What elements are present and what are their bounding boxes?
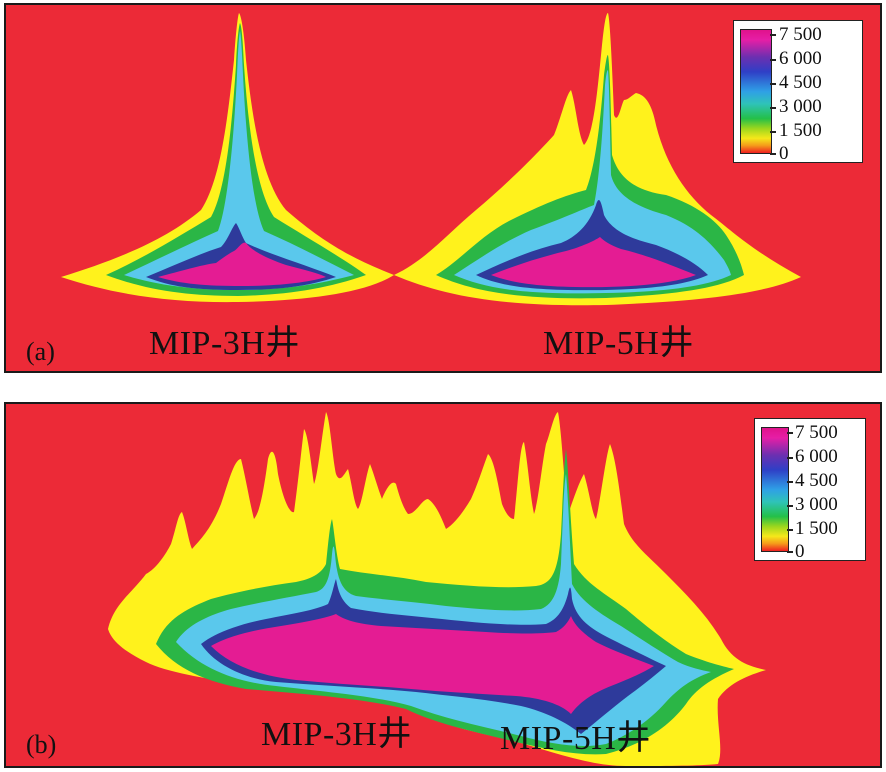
legend-tick [770, 83, 776, 85]
contour-4500-right [454, 70, 731, 294]
contour-7500-left [158, 242, 326, 286]
well-label-mip5h-a: MIP-5H井 [543, 325, 694, 362]
panel-b: 7 500 6 000 4 500 3 000 1 500 0 (b) MIP-… [4, 402, 882, 768]
legend-value: 3 000 [779, 96, 822, 117]
well-label-mip5h-b: MIP-5H井 [500, 720, 651, 757]
contour-group-merged-b [108, 412, 766, 766]
panel-label-a: (a) [26, 337, 55, 366]
contour-7500-merged [211, 614, 654, 714]
legend-tick [787, 432, 793, 434]
contour-7500-right [491, 237, 696, 288]
legend-value: 6 000 [795, 446, 838, 467]
legend-tick [770, 34, 776, 36]
legend-a: 7 500 6 000 4 500 3 000 1 500 0 [733, 20, 863, 163]
legend-value: 7 500 [795, 422, 838, 443]
legend-value: 3 000 [795, 494, 838, 515]
legend-value: 0 [795, 541, 805, 562]
legend-value: 4 500 [795, 470, 838, 491]
legend-value: 1 500 [795, 518, 838, 539]
contour-group-left-a [61, 13, 394, 303]
well-label-mip3h-a: MIP-3H井 [149, 325, 300, 362]
legend-value: 1 500 [779, 120, 822, 141]
contour-map-b [6, 404, 880, 766]
legend-tick [770, 107, 776, 109]
legend-tick [770, 59, 776, 61]
well-label-mip3h-b: MIP-3H井 [261, 716, 412, 753]
legend-value: 6 000 [779, 48, 822, 69]
legend-colorbar [740, 29, 772, 154]
legend-tick [787, 505, 793, 507]
legend-value: 0 [779, 143, 789, 164]
panel-label-b: (b) [26, 730, 57, 759]
legend-colorbar [761, 427, 789, 552]
panel-a: 7 500 6 000 4 500 3 000 1 500 0 (a) MIP-… [4, 3, 882, 373]
legend-value: 4 500 [779, 72, 822, 93]
contour-4500-left [124, 31, 354, 290]
legend-tick [787, 481, 793, 483]
legend-tick [770, 131, 776, 133]
legend-b: 7 500 6 000 4 500 3 000 1 500 0 [754, 418, 866, 561]
legend-tick [787, 457, 793, 459]
legend-tick [770, 153, 776, 155]
legend-tick [787, 551, 793, 553]
legend-value: 7 500 [779, 24, 822, 45]
contour-group-right-a [394, 13, 801, 306]
legend-tick [787, 529, 793, 531]
